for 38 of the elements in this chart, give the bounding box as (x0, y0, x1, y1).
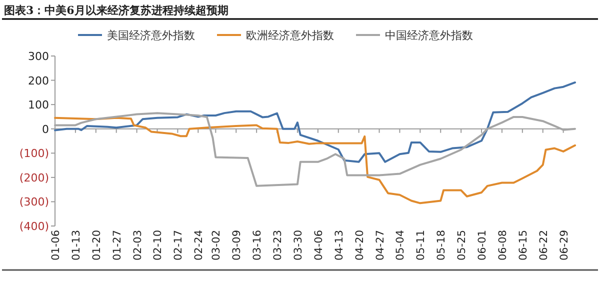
x-tick-label: 02-10 (152, 230, 164, 261)
x-tick-label: 03-09 (231, 230, 244, 261)
legend-label: 美国经济意外指数 (107, 29, 195, 42)
y-tick-label: 300 (28, 50, 49, 63)
x-tick-label: 05-04 (394, 230, 407, 261)
x-tick-label: 06-08 (496, 230, 509, 261)
y-tick-label: 200 (28, 74, 49, 88)
x-tick-label: 05-25 (456, 230, 468, 261)
x-tick-label: 02-24 (193, 230, 206, 261)
y-tick-label: (200) (19, 171, 49, 184)
y-tick-label: (400) (19, 220, 49, 233)
x-tick-label: 02-03 (132, 230, 144, 261)
x-tick-label: 04-20 (354, 230, 366, 261)
x-tick-label: 06-15 (517, 230, 530, 261)
legend-label: 欧洲经济意外指数 (246, 29, 334, 42)
y-tick-label: (100) (19, 147, 49, 160)
x-tick-label: 04-06 (312, 230, 325, 261)
x-tick-label: 03-02 (210, 230, 223, 261)
x-tick-label: 05-11 (415, 230, 428, 261)
y-tick-label: 100 (28, 98, 49, 112)
x-tick-label: 03-23 (272, 230, 284, 261)
x-tick-label: 06-22 (538, 230, 550, 261)
x-tick-label: 01-13 (70, 230, 82, 261)
y-tick-label: 0 (42, 122, 49, 136)
x-tick-label: 04-27 (374, 230, 386, 261)
x-tick-label: 01-06 (50, 230, 62, 261)
x-tick-label: 06-01 (476, 230, 489, 261)
legend-label: 中国经济意外指数 (385, 29, 473, 42)
x-tick-label: 05-18 (436, 230, 448, 261)
chart-title: 图表3：中美6月以来经济复苏进程持续超预期 (4, 4, 228, 17)
x-tick-label: 02-17 (172, 230, 185, 261)
y-tick-label: (300) (19, 196, 49, 209)
x-tick-label: 04-13 (333, 230, 346, 261)
x-tick-label: 01-20 (90, 230, 103, 261)
x-tick-label: 03-30 (292, 230, 304, 261)
x-tick-label: 03-16 (252, 230, 264, 261)
x-tick-label: 06-29 (558, 230, 570, 261)
x-tick-label: 01-27 (111, 230, 124, 261)
